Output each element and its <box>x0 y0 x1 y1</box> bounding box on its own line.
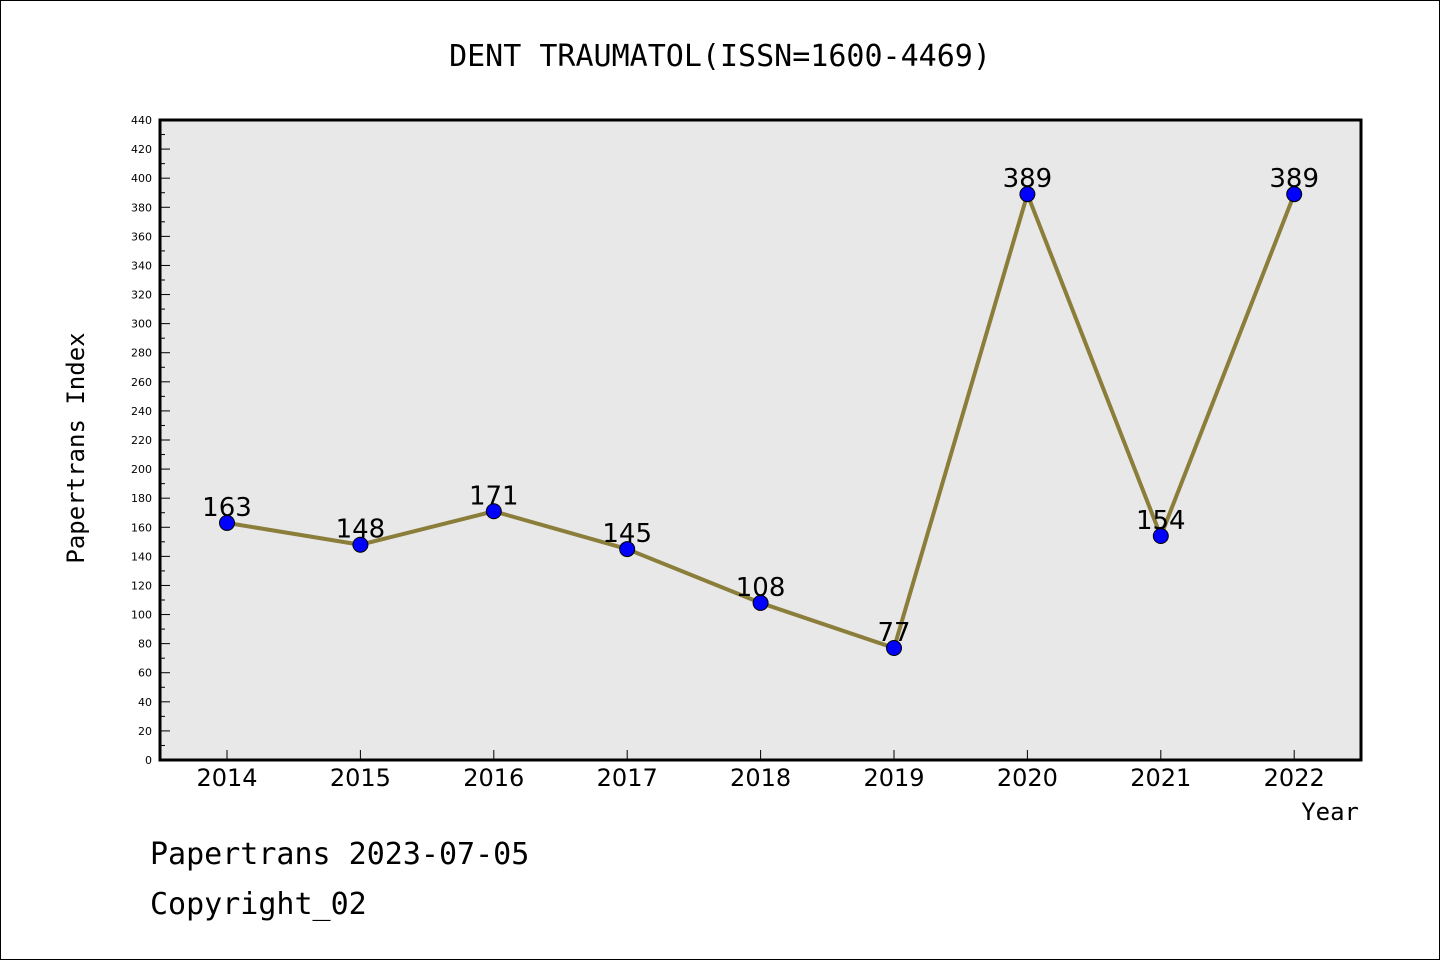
y-tick-label: 160 <box>131 521 152 534</box>
x-tick-label: 2018 <box>730 764 791 792</box>
data-point <box>1152 528 1169 544</box>
data-point <box>219 514 235 531</box>
data-point <box>352 536 369 553</box>
x-axis-label: Year <box>1301 798 1359 826</box>
y-axis-ticks: 0 20 40 60 80 100 120 140 160 180 200 220 240 260 280 3… <box>131 114 170 767</box>
data-label: 145 <box>602 519 652 549</box>
y-tick-label: 20 <box>138 725 152 738</box>
y-tick-label: 220 <box>131 434 152 447</box>
y-tick-label: 200 <box>131 463 152 476</box>
data-label: 171 <box>469 481 519 511</box>
data-point <box>752 594 769 611</box>
y-tick-label: 300 <box>131 318 152 331</box>
y-tick-label: 180 <box>131 492 152 505</box>
y-tick-label: 340 <box>131 259 152 272</box>
x-tick-label: 2016 <box>463 764 524 792</box>
data-points <box>219 186 1303 656</box>
footer-date: Papertrans 2023-07-05 <box>150 837 529 872</box>
plot-area <box>160 120 1361 760</box>
y-tick-label: 140 <box>131 550 152 563</box>
y-tick-label: 40 <box>138 696 152 709</box>
data-label: 77 <box>877 618 910 648</box>
data-labels: 163 148 171 145 108 77 389 154 389 <box>202 164 1319 648</box>
x-tick-label: 2022 <box>1264 764 1325 792</box>
footer-copyright: Copyright_02 <box>150 887 367 922</box>
y-tick-label: 420 <box>131 143 152 156</box>
data-label: 148 <box>336 515 386 545</box>
data-label: 389 <box>1003 164 1053 194</box>
data-label: 163 <box>202 493 252 523</box>
data-point <box>485 503 502 520</box>
chart-title: DENT TRAUMATOL(ISSN=1600-4469) <box>449 39 991 74</box>
x-tick-label: 2020 <box>997 764 1058 792</box>
x-tick-label: 2019 <box>863 764 924 792</box>
y-tick-label: 80 <box>138 638 152 651</box>
y-tick-label: 440 <box>131 114 152 127</box>
y-tick-label: 400 <box>131 172 152 185</box>
y-tick-label: 60 <box>138 667 152 680</box>
y-tick-label: 380 <box>131 201 152 214</box>
y-tick-label: 120 <box>131 579 152 592</box>
data-label: 389 <box>1269 164 1319 194</box>
data-label: 108 <box>736 573 786 603</box>
x-tick-label: 2017 <box>597 764 658 792</box>
y-tick-label: 360 <box>131 230 152 243</box>
y-tick-label: 320 <box>131 289 152 302</box>
y-tick-label: 280 <box>131 347 152 360</box>
x-axis-ticks: 2014 2015 2016 2017 2018 2019 2020 2021 2022 <box>196 750 1325 792</box>
x-tick-label: 2014 <box>196 764 257 792</box>
y-tick-label: 100 <box>131 609 152 622</box>
y-tick-label: 260 <box>131 376 152 389</box>
data-point <box>1019 186 1036 203</box>
data-label: 154 <box>1136 506 1186 536</box>
data-point <box>886 640 902 656</box>
x-tick-label: 2021 <box>1130 764 1191 792</box>
x-tick-label: 2015 <box>330 764 391 792</box>
y-tick-label: 0 <box>145 754 152 767</box>
data-point <box>619 541 636 558</box>
y-axis-label: Papertrans Index <box>62 332 90 563</box>
y-tick-label: 240 <box>131 405 152 418</box>
data-point <box>1286 186 1303 203</box>
plot-border <box>158 118 1363 762</box>
